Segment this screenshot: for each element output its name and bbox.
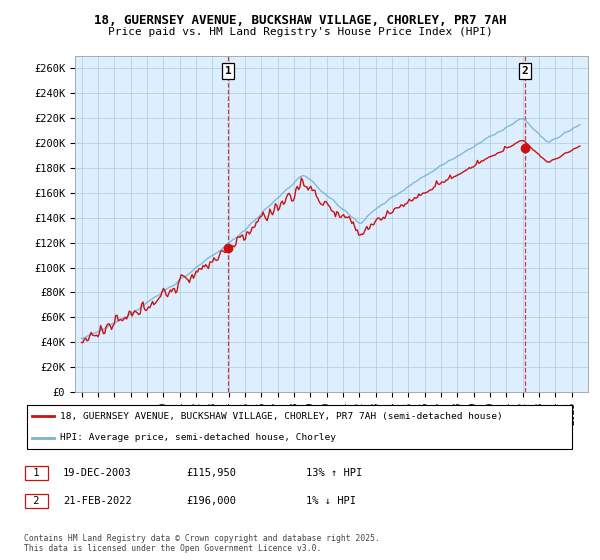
FancyBboxPatch shape bbox=[27, 405, 572, 449]
Text: Contains HM Land Registry data © Crown copyright and database right 2025.
This d: Contains HM Land Registry data © Crown c… bbox=[24, 534, 380, 553]
Text: 19-DEC-2003: 19-DEC-2003 bbox=[63, 468, 132, 478]
Text: Price paid vs. HM Land Registry's House Price Index (HPI): Price paid vs. HM Land Registry's House … bbox=[107, 27, 493, 37]
Text: HPI: Average price, semi-detached house, Chorley: HPI: Average price, semi-detached house,… bbox=[60, 433, 336, 442]
Text: 1: 1 bbox=[27, 468, 46, 478]
Text: 2: 2 bbox=[27, 496, 46, 506]
Text: 1: 1 bbox=[225, 66, 232, 76]
Text: £196,000: £196,000 bbox=[186, 496, 236, 506]
Text: £115,950: £115,950 bbox=[186, 468, 236, 478]
Text: 21-FEB-2022: 21-FEB-2022 bbox=[63, 496, 132, 506]
Text: 18, GUERNSEY AVENUE, BUCKSHAW VILLAGE, CHORLEY, PR7 7AH: 18, GUERNSEY AVENUE, BUCKSHAW VILLAGE, C… bbox=[94, 14, 506, 27]
Text: 1% ↓ HPI: 1% ↓ HPI bbox=[306, 496, 356, 506]
Text: 18, GUERNSEY AVENUE, BUCKSHAW VILLAGE, CHORLEY, PR7 7AH (semi-detached house): 18, GUERNSEY AVENUE, BUCKSHAW VILLAGE, C… bbox=[60, 412, 503, 421]
Text: 13% ↑ HPI: 13% ↑ HPI bbox=[306, 468, 362, 478]
Text: 2: 2 bbox=[521, 66, 528, 76]
